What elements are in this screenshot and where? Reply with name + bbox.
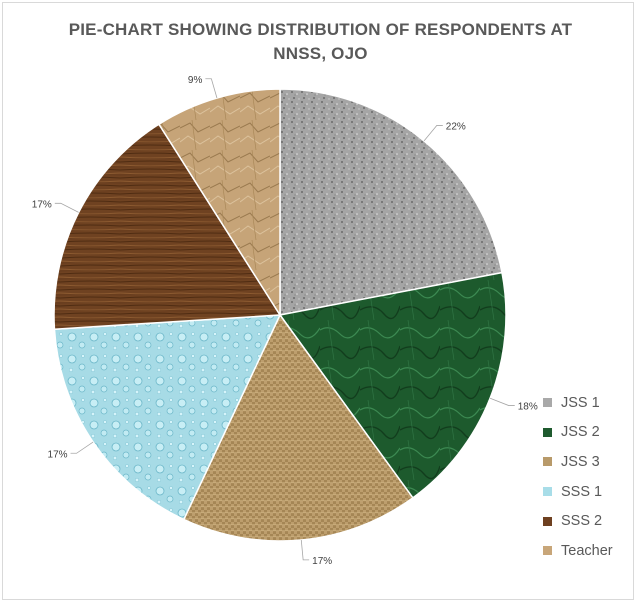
legend-swatch	[543, 398, 552, 408]
pie-slice-sss-2	[53, 123, 282, 330]
leader-line	[300, 539, 310, 561]
leader-line	[205, 78, 218, 99]
leader-line	[70, 441, 94, 454]
chart-title-line-2: NNSS, OJO	[273, 44, 368, 63]
legend-label: Teacher	[561, 542, 613, 559]
legend-label: JSS 2	[561, 424, 600, 441]
legend-swatch	[543, 427, 552, 437]
data-label: 17%	[32, 199, 52, 210]
pie-slices	[53, 88, 507, 542]
legend-item: SSS 1	[543, 477, 638, 507]
legend-label: JSS 3	[561, 453, 600, 470]
chart-title: PIE-CHART SHOWING DISTRIBUTION OF RESPON…	[0, 18, 641, 66]
data-label: 17%	[48, 449, 68, 460]
legend-swatch	[543, 546, 552, 556]
data-label: 17%	[312, 556, 332, 567]
pie-slice-jss-3	[182, 313, 414, 542]
data-label: 9%	[188, 75, 203, 86]
legend-item: JSS 2	[543, 418, 638, 448]
chart-legend: JSS 1 JSS 2 JSS 3 SSS 1 SSS 2 Teacher	[543, 388, 638, 566]
legend-label: JSS 1	[561, 394, 600, 411]
leader-line	[423, 125, 443, 142]
legend-swatch	[543, 457, 552, 467]
legend-swatch	[543, 487, 552, 497]
legend-label: SSS 2	[561, 513, 603, 530]
legend-item: SSS 2	[543, 506, 638, 536]
pie-data-labels: 22% 18% 17% 17% 17% 9%	[32, 75, 538, 567]
chart-title-line-1: PIE-CHART SHOWING DISTRIBUTION OF RESPON…	[68, 20, 573, 39]
data-label: 18%	[518, 402, 538, 413]
legend-label: SSS 1	[561, 483, 603, 500]
leader-line	[489, 397, 515, 406]
pie-slice-jss-2	[278, 271, 507, 499]
data-label: 22%	[446, 121, 466, 132]
legend-item: JSS 1	[543, 388, 638, 418]
pie-slice-teacher	[157, 88, 281, 318]
legend-swatch	[543, 516, 552, 526]
pie-slice-jss-1	[279, 88, 503, 316]
leader-line	[54, 202, 79, 213]
legend-item: JSS 3	[543, 447, 638, 477]
legend-item: Teacher	[543, 536, 638, 566]
